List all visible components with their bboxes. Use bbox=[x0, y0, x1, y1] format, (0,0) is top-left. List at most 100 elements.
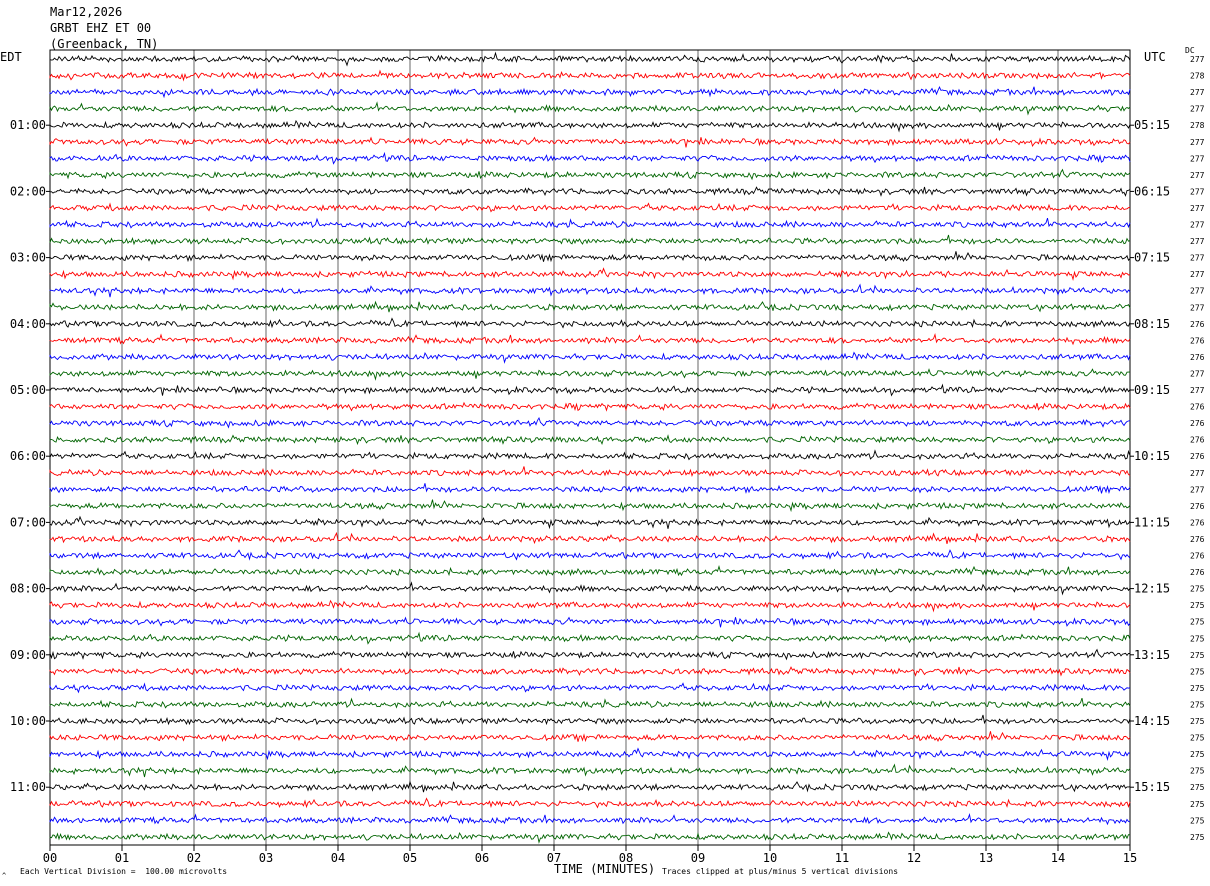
seismic-trace bbox=[49, 416, 1131, 429]
dc-offset-label: 276 bbox=[1190, 403, 1205, 412]
seismic-trace bbox=[49, 383, 1131, 397]
dc-offset-label: 277 bbox=[1190, 187, 1205, 196]
dc-offset-label: 275 bbox=[1190, 800, 1205, 809]
seismic-trace bbox=[49, 549, 1131, 561]
dc-offset-label: 275 bbox=[1190, 700, 1205, 709]
dc-offset-label: 275 bbox=[1190, 618, 1205, 627]
dc-offset-label: 277 bbox=[1190, 270, 1205, 279]
footer-scale-note: Each Vertical Division = 100.00 microvol… bbox=[20, 867, 228, 876]
dc-offset-label: 277 bbox=[1190, 88, 1205, 97]
left-hour-label: 02:00 bbox=[10, 184, 46, 198]
dc-offset-label: 277 bbox=[1190, 138, 1205, 147]
seismic-trace bbox=[49, 434, 1131, 446]
dc-offset-label: 275 bbox=[1190, 634, 1205, 643]
right-hour-label: 13:15 bbox=[1134, 648, 1170, 662]
seismic-trace bbox=[49, 747, 1131, 761]
seismic-trace bbox=[49, 202, 1131, 213]
right-hour-label: 14:15 bbox=[1134, 714, 1170, 728]
dc-offset-label: 275 bbox=[1190, 717, 1205, 726]
x-axis-label: TIME (MINUTES) bbox=[554, 862, 656, 876]
seismic-trace bbox=[49, 697, 1131, 709]
dc-offset-label: 275 bbox=[1190, 651, 1205, 660]
dc-offset-label: 276 bbox=[1190, 452, 1205, 461]
seismic-trace bbox=[49, 119, 1131, 133]
right-hour-label: 05:15 bbox=[1134, 118, 1170, 132]
dc-offset-label: 275 bbox=[1190, 585, 1205, 594]
right-hour-label: 11:15 bbox=[1134, 515, 1170, 529]
dc-offset-label: 277 bbox=[1190, 55, 1205, 64]
seismic-trace bbox=[49, 401, 1131, 412]
seismic-trace bbox=[49, 483, 1131, 494]
seismic-trace bbox=[49, 234, 1131, 246]
x-tick-label: 03 bbox=[259, 851, 273, 865]
dc-offset-label: 277 bbox=[1190, 221, 1205, 230]
dc-offset-label: 277 bbox=[1190, 469, 1205, 478]
right-hour-label: 07:15 bbox=[1134, 251, 1170, 265]
seismic-trace bbox=[49, 631, 1131, 645]
x-tick-label: 15 bbox=[1123, 851, 1137, 865]
seismic-trace bbox=[49, 797, 1131, 809]
left-hour-label: 07:00 bbox=[10, 515, 46, 529]
x-tick-label: 14 bbox=[1051, 851, 1065, 865]
footer-clip-note: Traces clipped at plus/minus 5 vertical … bbox=[662, 867, 899, 876]
right-hour-label: 15:15 bbox=[1134, 780, 1170, 794]
seismic-trace bbox=[49, 599, 1131, 613]
dc-offset-label: 277 bbox=[1190, 171, 1205, 180]
left-hour-label: 04:00 bbox=[10, 317, 46, 331]
dc-offset-label: 275 bbox=[1190, 734, 1205, 743]
dc-offset-label: 277 bbox=[1190, 204, 1205, 213]
seismic-trace bbox=[49, 332, 1131, 346]
seismic-trace bbox=[49, 780, 1131, 793]
plot-frame bbox=[49, 49, 1131, 846]
header: Mar12,2026 GRBT EHZ ET 00 (Greenback, TN… bbox=[50, 4, 158, 52]
right-hour-label: 09:15 bbox=[1134, 383, 1170, 397]
dc-offset-label: 277 bbox=[1190, 485, 1205, 494]
seismic-trace bbox=[49, 531, 1131, 545]
seismic-trace bbox=[49, 616, 1131, 628]
seismic-trace bbox=[49, 515, 1131, 530]
seismic-trace bbox=[49, 466, 1131, 477]
dc-offset-label: 275 bbox=[1190, 783, 1205, 792]
right-hour-label: 12:15 bbox=[1134, 582, 1170, 596]
seismic-trace bbox=[49, 648, 1130, 661]
dc-label: DC bbox=[1185, 46, 1195, 55]
corner-mark: ^ bbox=[2, 872, 6, 880]
seismic-trace bbox=[49, 69, 1131, 82]
seismic-trace bbox=[49, 151, 1131, 165]
seismic-trace bbox=[49, 168, 1131, 181]
dc-offset-label: 275 bbox=[1190, 833, 1205, 842]
seismic-trace bbox=[49, 251, 1131, 263]
header-station: GRBT EHZ ET 00 bbox=[50, 21, 152, 35]
seismic-trace bbox=[49, 217, 1131, 229]
dc-offset-label: 276 bbox=[1190, 419, 1205, 428]
x-tick-label: 01 bbox=[115, 851, 129, 865]
dc-offset-label: 275 bbox=[1190, 767, 1205, 776]
seismic-trace bbox=[49, 317, 1131, 329]
seismic-trace bbox=[49, 267, 1131, 281]
dc-offset-label: 277 bbox=[1190, 303, 1205, 312]
seismic-trace bbox=[49, 136, 1131, 148]
x-tick-label: 05 bbox=[403, 851, 417, 865]
x-tick-label: 06 bbox=[475, 851, 489, 865]
dc-offset-label: 276 bbox=[1190, 535, 1205, 544]
x-tick-label: 04 bbox=[331, 851, 345, 865]
seismic-trace bbox=[49, 86, 1131, 99]
dc-offset-label: 277 bbox=[1190, 154, 1205, 163]
dc-offset-label: 276 bbox=[1190, 353, 1205, 362]
seismic-trace bbox=[49, 763, 1131, 778]
dc-offset-label: 276 bbox=[1190, 502, 1205, 511]
dc-offset-label: 276 bbox=[1190, 320, 1205, 329]
seismic-trace bbox=[49, 666, 1131, 677]
dc-offset-label: 277 bbox=[1190, 369, 1205, 378]
seismic-trace bbox=[49, 581, 1131, 596]
dc-offset-label: 277 bbox=[1190, 287, 1205, 296]
header-location: (Greenback, TN) bbox=[50, 37, 159, 51]
seismic-trace bbox=[49, 565, 1131, 577]
dc-offset-label: 277 bbox=[1190, 386, 1205, 395]
left-hour-label: 01:00 bbox=[10, 118, 46, 132]
x-tick-label: 09 bbox=[691, 851, 705, 865]
dc-offset-label: 277 bbox=[1190, 237, 1205, 246]
left-hour-label: 03:00 bbox=[10, 251, 46, 265]
seismic-trace bbox=[49, 283, 1131, 298]
